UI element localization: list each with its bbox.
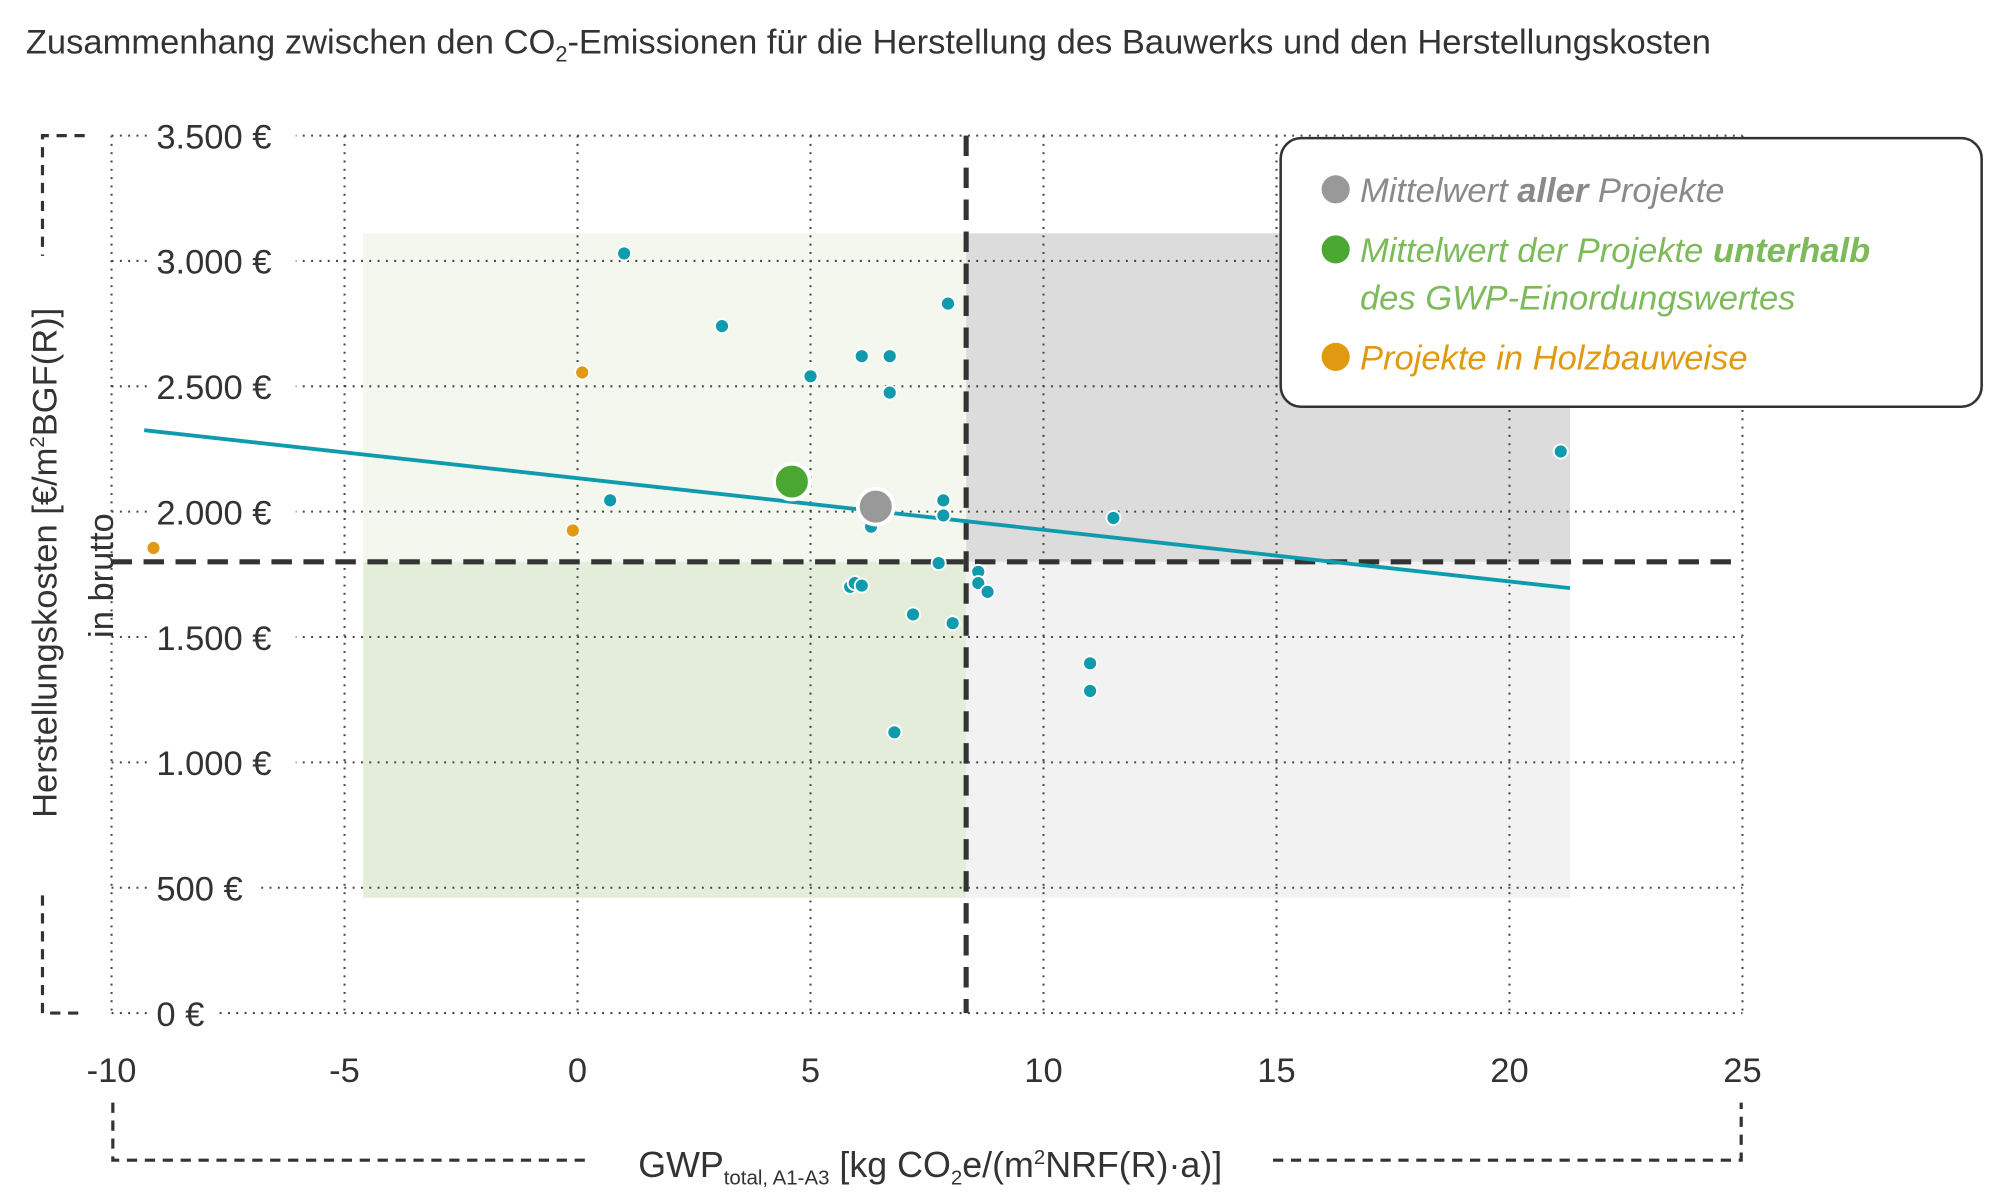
x-tick-label: 5 <box>801 1052 820 1090</box>
tick-label-bg <box>151 992 220 1034</box>
data-point <box>1552 443 1569 460</box>
tick-label-bg <box>151 867 258 909</box>
y-axis-label: Herstellungskosten [€/m2BGF(R)] <box>26 308 65 818</box>
tick-label-bg <box>151 491 296 533</box>
tick-label-bg <box>151 365 296 407</box>
legend-item-timber: Projekte in Holzbauweise <box>1360 340 1748 378</box>
y-tick-label: 2.000 € <box>156 494 271 532</box>
data-point <box>602 492 619 509</box>
y-tick-label: 1.500 € <box>156 620 271 658</box>
data-point <box>930 555 947 572</box>
y-tick-label: 2.500 € <box>156 369 271 407</box>
data-point <box>802 368 819 385</box>
x-axis-bracket <box>111 1102 1743 1162</box>
y-tick-label: 0 € <box>156 996 204 1034</box>
y-tick-label: 3.000 € <box>156 244 271 282</box>
x-tick-label: 15 <box>1257 1052 1295 1090</box>
tick-label-bg <box>151 115 296 157</box>
legend: Mittelwert aller Projekte Mittelwert der… <box>1279 136 1983 409</box>
x-axis-label: GWPtotal, A1-A3 [kg CO2e/(m2NRF(R)·a)] <box>638 1145 1222 1190</box>
y-tick-label: 1.000 € <box>156 745 271 783</box>
data-point <box>944 615 961 632</box>
legend-marker-mean-below <box>1321 235 1350 264</box>
x-tick-label: 10 <box>1024 1052 1062 1090</box>
data-point <box>886 724 903 741</box>
x-tick-label: -10 <box>87 1052 137 1090</box>
data-point <box>935 492 952 509</box>
legend-marker-timber <box>1321 342 1350 371</box>
data-point <box>939 295 956 312</box>
data-point <box>905 606 922 623</box>
y-axis-sublabel: in brutto <box>83 513 121 638</box>
legend-marker-mean-all <box>1321 175 1350 204</box>
data-point <box>1105 509 1122 526</box>
data-point <box>853 348 870 365</box>
shaded-region <box>363 561 967 898</box>
tick-label-bg <box>151 616 296 658</box>
data-point <box>881 348 898 365</box>
x-tick-label: 20 <box>1490 1052 1528 1090</box>
tick-label-bg <box>151 240 296 282</box>
data-point <box>935 507 952 524</box>
data-point <box>574 364 591 381</box>
chart-title: Zusammenhang zwischen den CO2-Emissionen… <box>26 24 1711 67</box>
data-point <box>979 583 996 600</box>
legend-item-mean-below-line2: des GWP-Einordungswertes <box>1360 280 1795 318</box>
x-tick-label: -5 <box>329 1052 360 1090</box>
y-axis-bracket <box>40 133 85 1015</box>
data-point <box>145 540 162 557</box>
legend-item-mean-all: Mittelwert aller Projekte <box>1360 172 1725 210</box>
data-point <box>1082 655 1099 672</box>
data-point <box>564 522 581 539</box>
data-point <box>713 318 730 335</box>
y-tick-label: 3.500 € <box>156 118 271 156</box>
x-tick-label: 0 <box>568 1052 587 1090</box>
tick-label-bg <box>151 741 296 783</box>
x-tick-label: 25 <box>1723 1052 1761 1090</box>
mean-point <box>855 486 896 527</box>
data-point <box>1082 682 1099 699</box>
data-point <box>853 577 870 594</box>
data-point <box>881 384 898 401</box>
mean-point <box>772 461 812 502</box>
data-point <box>616 245 633 262</box>
y-tick-label: 500 € <box>156 871 242 909</box>
legend-item-mean-below: Mittelwert der Projekte unterhalb <box>1360 232 1870 270</box>
shaded-region <box>966 561 1571 898</box>
